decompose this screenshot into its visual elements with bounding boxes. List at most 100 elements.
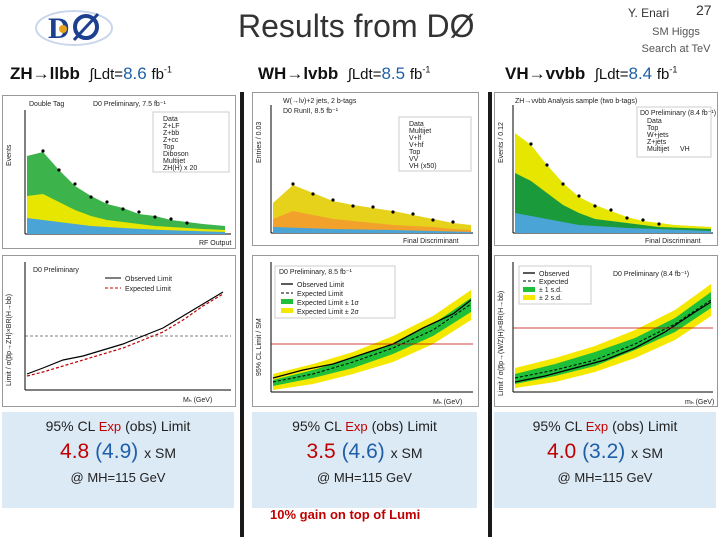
plot-label: D0 Preliminary (8.4 fb⁻¹) [640,110,716,117]
plot-title: D0 Preliminary [33,267,79,274]
legend-entry: Expected Limit ± 1σ [297,300,360,307]
cl-label: 95% CL [532,418,582,434]
y-axis-label: Events [6,144,13,166]
process-label: ZH→llbb [10,64,80,83]
observed-limit: (4.9) [95,440,139,463]
column-divider [240,92,244,537]
zh-discriminant-plot: Double Tag D0 Preliminary, 7.5 fb⁻¹ Even… [2,95,236,249]
page-title: Results from DØ [238,8,475,44]
legend-entry: Multijet [163,158,185,165]
exp-label: Exp [585,419,609,434]
legend-entry: Diboson [163,151,189,158]
affiliation-line-1: SM Higgs [652,26,700,38]
column-heading-zh: ZH→llbb ∫Ldt=8.6 fb-1 [10,64,172,84]
legend-entry: ± 2 s.d. [539,295,562,302]
observed-limit: (3.2) [582,440,626,463]
legend-entry: VV [409,156,419,163]
legend-entry: Expected [539,279,568,286]
lumi-value: 8.5 [381,64,406,83]
plot-title: D0 Preliminary (8.4 fb⁻¹) [613,271,689,278]
y-axis-label: Limit / σ(p̅p→ZH)×BR(H→bb) [6,294,13,386]
lumi-label: ∫Ldt= [594,66,629,83]
legend-entry: Top [647,125,658,132]
page-number: 27 [696,2,712,18]
expected-limit: 4.0 [547,440,577,463]
exp-label: Exp [98,419,122,434]
legend-entry: Z+jets [647,139,667,146]
obs-label: (obs) [125,418,157,434]
y-axis-label: Entries / 0.03 [256,122,263,163]
legend-entry: Multijet [409,128,431,135]
legend-entry: Top [163,144,174,151]
result-values: 4.8 (4.9) x SM [2,440,234,464]
legend-entry: Observed Limit [125,276,172,283]
result-cl-line: 95% CL Exp (obs) Limit [252,418,477,434]
cl-label: 95% CL [292,418,342,434]
zh-result-box: 95% CL Exp (obs) Limit 4.8 (4.9) x SM @ … [2,412,234,508]
legend-entry: V+hf [409,142,424,149]
limit-label: Limit [407,418,437,434]
vh-result-box: 95% CL Exp (obs) Limit 4.0 (3.2) x SM @ … [494,412,716,508]
expected-limit: 4.8 [60,440,90,463]
observed-limit: (4.6) [341,440,385,463]
limit-label: Limit [160,418,191,434]
mass-point: @ MH=115 GeV [70,470,166,485]
column-heading-wh: WH→lvbb ∫Ldt=8.5 fb-1 [258,64,430,84]
x-axis-label: Final Discriminant [403,238,459,245]
legend-entry: Top [409,149,420,156]
plot-title: D0 Preliminary, 8.5 fb⁻¹ [279,269,352,276]
wh-limit-plot: 95% CL Limit / SM Mₕ (GeV) D0 Preliminar… [252,255,479,407]
wh-discriminant-plot: W(→lν)+2 jets, 2 b-tags D0 RunII, 8.5 fb… [252,92,479,246]
process-label: VH→vvbb [505,64,586,83]
lumi-unit: fb [656,66,670,83]
legend-entry: Data [409,121,424,128]
vh-discriminant-plot: ZH→ννbb Analysis sample (two b-tags) Eve… [494,92,718,246]
d0-logo: D [34,8,114,48]
result-cl-line: 95% CL Exp (obs) Limit [494,418,716,434]
lumi-value: 8.4 [628,64,653,83]
result-values: 4.0 (3.2) x SM [494,440,716,464]
column-heading-vh: VH→vvbb ∫Ldt=8.4 fb-1 [505,64,677,84]
mass-point: @ MH=115 GeV [557,470,653,485]
obs-label: (obs) [371,418,404,434]
process-label: WH→lvbb [258,64,339,83]
result-values: 3.5 (4.6) x SM [252,440,477,464]
cl-label: 95% CL [45,418,95,434]
gain-note: 10% gain on top of Lumi [270,507,421,522]
wh-result-box: 95% CL Exp (obs) Limit 3.5 (4.6) x SM @ … [252,412,477,508]
limit-unit: x SM [390,445,423,461]
legend-entry: Expected Limit ± 2σ [297,309,360,316]
legend-entry: Observed [539,271,569,278]
legend-entry: Expected Limit [125,286,171,293]
legend-entry: VH [680,146,690,153]
x-axis-label: Final Discriminant [645,238,701,245]
plot-label: D0 RunII, 8.5 fb⁻¹ [283,108,339,115]
column-divider [488,92,492,537]
lumi-exponent: -1 [669,64,678,75]
x-axis-label: mₕ (GeV) [685,399,714,406]
plot-label: D0 Preliminary, 7.5 fb⁻¹ [93,101,166,108]
affiliation-line-2: Search at TeV [641,43,711,55]
y-axis-label: Limit / σ(p̅p→(W/Z)H)×BR(H→bb) [498,291,505,396]
lumi-value: 8.6 [123,64,147,83]
x-axis-label: Mₕ (GeV) [433,399,462,406]
mass-point: @ MH=115 GeV [317,470,412,485]
legend-entry: Z+cc [163,137,179,144]
lumi-label: ∫Ldt= [347,66,382,83]
lumi-label: ∫Ldt= [89,66,124,83]
y-axis-label: Events / 0.12 [498,122,505,163]
vh-limit-plot: Limit / σ(p̅p→(W/Z)H)×BR(H→bb) mₕ (GeV) … [494,255,718,407]
legend-entry: V+lf [409,135,421,142]
plot-title: W(→lν)+2 jets, 2 b-tags [283,98,357,105]
legend-entry: VH (x50) [409,163,437,170]
legend-entry: Observed Limit [297,282,344,289]
legend-entry: Multijet [647,146,669,153]
lumi-unit: fb [151,66,164,83]
legend-entry: Z+LF [163,123,180,130]
author-name: Y. Enari [628,6,670,20]
x-axis-label: RF Output [199,240,231,247]
x-axis-label: Mₕ (GeV) [183,397,212,404]
legend-entry: Data [163,116,178,123]
y-axis-label: 95% CL Limit / SM [256,318,263,376]
limit-unit: x SM [144,445,176,461]
